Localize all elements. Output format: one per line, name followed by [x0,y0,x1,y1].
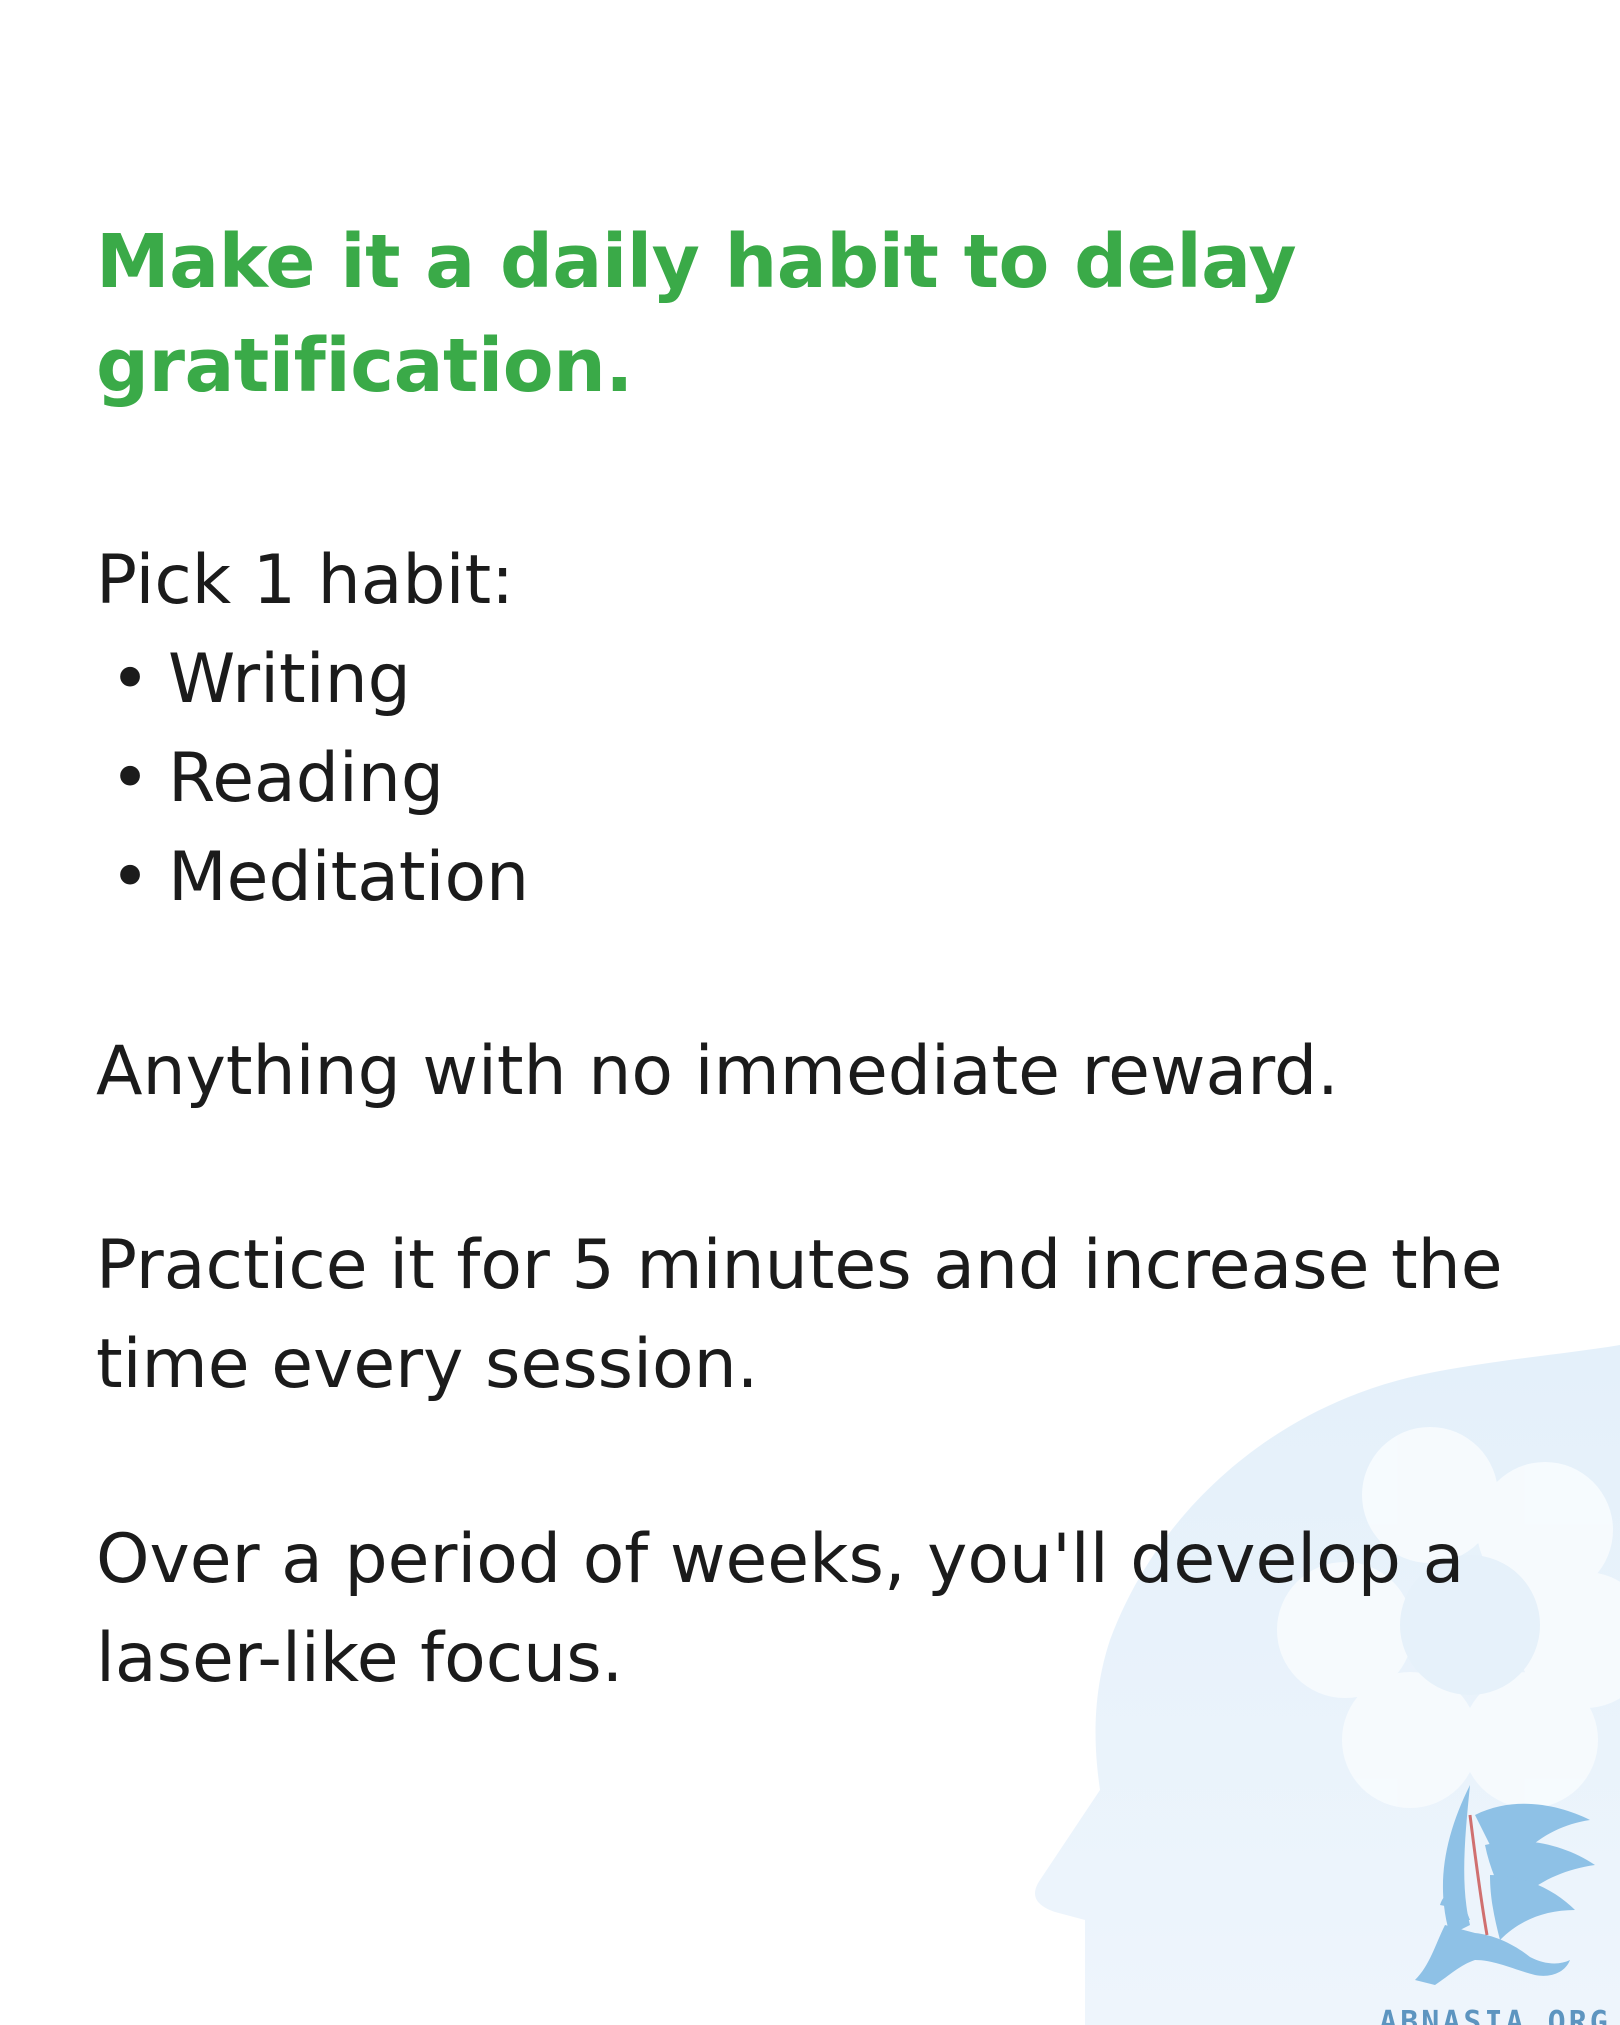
list-item-label: Reading [168,739,445,818]
weeks-paragraph: Over a period of weeks, you'll develop a… [96,1520,1465,1698]
bullet-icon: • [110,640,151,719]
list-item: • Reading [96,729,1576,828]
list-item-label: Writing [168,640,411,719]
page-title: Make it a daily habit to delay gratifica… [96,219,1297,409]
list-item-label: Meditation [168,838,530,917]
watermark-text: ABNASIA.ORG [1379,2005,1611,2025]
practice-paragraph: Practice it for 5 minutes and increase t… [96,1226,1503,1404]
habit-list: • Writing • Reading • Meditation [96,630,1576,927]
bullet-icon: • [110,739,151,818]
flower-shape [1277,1427,1620,1808]
reward-paragraph: Anything with no immediate reward. [96,1032,1339,1111]
habit-intro: Pick 1 habit: [96,541,515,620]
list-item: • Writing [96,630,1576,729]
griffin-logo-icon [1415,1785,1595,1985]
watermark [1375,1775,1615,2025]
bullet-icon: • [110,838,151,917]
list-item: • Meditation [96,828,1576,927]
main-content: Make it a daily habit to delay gratifica… [96,210,1576,1708]
